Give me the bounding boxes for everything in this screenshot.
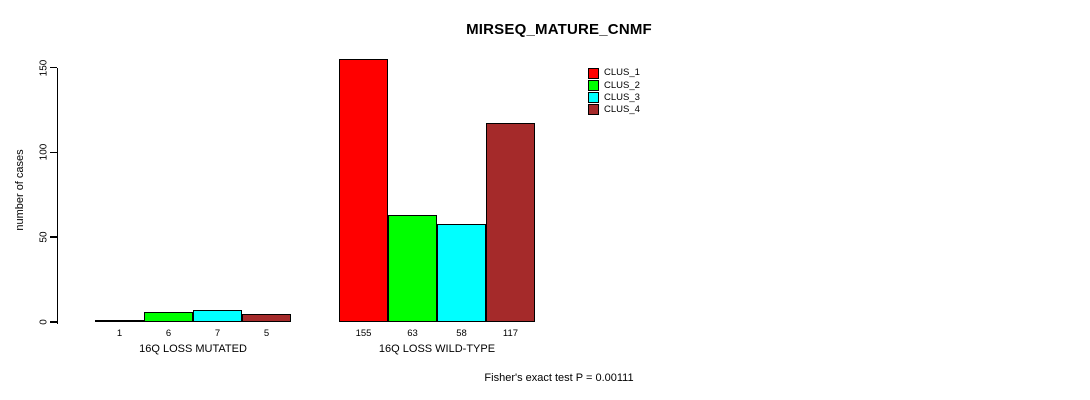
y-axis-line [56,67,58,324]
bar-value-label: 5 [263,328,270,339]
bar-clus_1-16q-loss-wild-type [339,59,388,322]
bar-value-label: 117 [502,328,519,339]
legend-swatch [588,92,599,104]
group-label-16q-loss-wild-type: 16Q LOSS WILD-TYPE [378,343,496,355]
legend-item-clus_4: CLUS_4 [588,104,640,116]
bar-value-label: 63 [407,328,418,339]
chart-caption: Fisher's exact test P = 0.00111 [484,372,634,384]
y-tick-label: 150 [38,59,50,76]
y-tick-label: 0 [38,319,50,325]
chart-title: MIRSEQ_MATURE_CNMF [466,21,652,38]
y-tick [49,321,57,323]
y-tick [49,66,57,69]
legend-item-clus_3: CLUS_3 [588,92,640,104]
legend: CLUS_1 CLUS_2 CLUS_3 CLUS_4 [588,67,678,120]
bar-value-label: 1 [116,328,123,339]
y-tick-label: 100 [38,143,50,161]
bar-clus_2-16q-loss-wild-type [388,215,437,322]
bar-clus_3-16q-loss-mutated [193,310,242,322]
legend-label: CLUS_4 [604,104,640,116]
bar-clus_3-16q-loss-wild-type [437,223,486,322]
legend-item-clus_2: CLUS_2 [588,79,640,91]
bar-clus_4-16q-loss-wild-type [486,123,535,322]
y-tick [49,151,57,154]
legend-item-clus_1: CLUS_1 [588,67,640,79]
legend-label: CLUS_3 [604,91,640,103]
legend-label: CLUS_2 [604,79,640,91]
legend-swatch [588,104,599,116]
group-label-16q-loss-mutated: 16Q LOSS MUTATED [139,343,247,355]
y-axis-title: number of cases [14,149,26,231]
legend-swatch [588,79,599,91]
legend-label: CLUS_1 [604,67,640,79]
bar-clus_2-16q-loss-mutated [144,311,193,322]
bar-clus_4-16q-loss-mutated [242,313,291,322]
y-tick [49,236,57,238]
legend-swatch [588,67,599,79]
y-tick-label: 50 [38,231,50,243]
bar-value-label: 7 [214,328,221,339]
bar-value-label: 155 [355,328,372,339]
bar-clus_1-16q-loss-mutated [95,320,144,323]
bar-value-label: 58 [456,328,467,339]
bar-value-label: 6 [165,328,172,339]
